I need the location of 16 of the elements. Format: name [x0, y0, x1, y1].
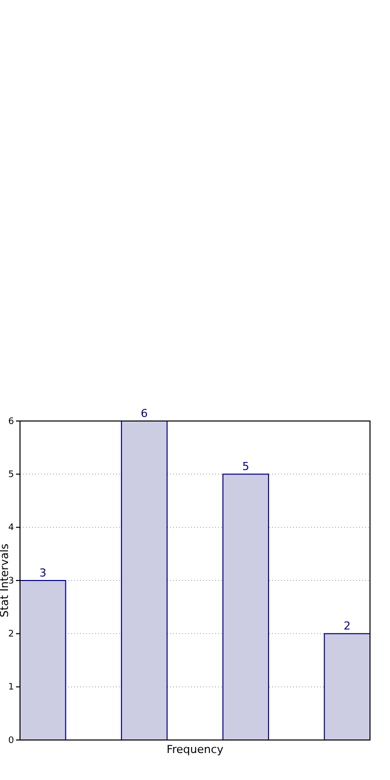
data-label: 2 [344, 620, 351, 633]
y-tick-label: 4 [8, 523, 14, 534]
bar [222, 474, 270, 740]
y-tick-label: 6 [8, 416, 14, 427]
bar [20, 580, 66, 740]
x-axis-title: Frequency [166, 743, 224, 756]
y-tick-label: 1 [8, 682, 14, 693]
y-tick-label: 2 [8, 630, 14, 640]
y-tick-label: 3 [8, 576, 14, 586]
data-label: 3 [39, 566, 46, 580]
y-tick-label: 5 [8, 470, 14, 480]
bar [324, 633, 370, 740]
y-tick-label: 0 [8, 736, 14, 746]
data-label: 6 [140, 407, 148, 420]
data-label: 5 [242, 460, 250, 474]
bar [120, 420, 168, 740]
